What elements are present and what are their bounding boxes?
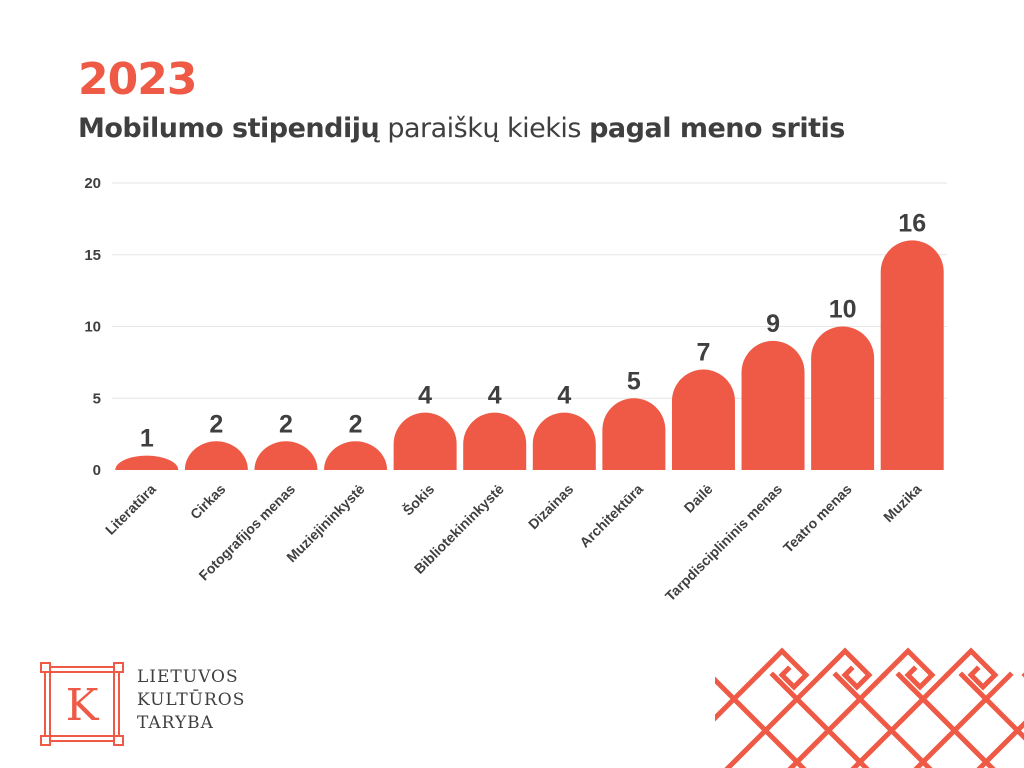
bar (254, 441, 318, 470)
logo-text: LIETUVOS KULTŪROS TARYBA (137, 666, 245, 735)
bar (880, 240, 944, 470)
x-tick-label: Tarpdisciplininis menas (662, 481, 786, 605)
y-tick-label: 20 (84, 175, 101, 192)
grid-lines (112, 182, 947, 399)
y-axis-ticks: 0 5 10 15 20 (84, 175, 101, 479)
bar (184, 441, 248, 470)
data-label: 5 (627, 367, 641, 395)
bar (811, 326, 875, 470)
ornament-line (724, 671, 825, 768)
bar (671, 369, 735, 470)
council-logo-icon: K (40, 662, 124, 746)
data-label: 2 (349, 410, 363, 438)
ornament-line (787, 671, 888, 768)
bars (115, 240, 944, 470)
bar (324, 441, 388, 470)
ornament-hook (943, 647, 999, 691)
data-label: 7 (697, 339, 711, 367)
logo-line-1: LIETUVOS (137, 667, 239, 687)
chart-title: Mobilumo stipendijų paraiškų kiekis paga… (78, 113, 845, 144)
x-tick-label: Architektūra (576, 481, 646, 551)
bar-chart: 0 5 10 15 20 1 2 2 2 4 4 4 5 7 9 10 16 Literatūra Cirkas… (84, 175, 947, 604)
data-label: 10 (829, 296, 857, 324)
logo-line-2: KULTŪROS (137, 690, 246, 710)
logo-letter: K (66, 680, 100, 731)
y-tick-label: 5 (93, 390, 101, 407)
data-label: 9 (766, 310, 780, 338)
title-bold-part2: pagal meno sritis (589, 113, 845, 144)
y-tick-label: 15 (84, 247, 101, 264)
ornament-line (913, 671, 1014, 768)
bar (602, 398, 666, 470)
data-label: 4 (557, 382, 571, 410)
x-tick-label: Šokis (399, 480, 438, 519)
x-tick-label: Cirkas (187, 481, 229, 523)
y-tick-label: 10 (84, 319, 101, 336)
x-tick-label: Dizainas (525, 481, 577, 533)
data-label: 16 (898, 209, 926, 237)
ornament-line (715, 671, 762, 722)
bar (393, 412, 457, 470)
bar (741, 340, 805, 470)
x-tick-label: Teatro menas (780, 481, 855, 556)
title-bold-part1: Mobilumo stipendijų (78, 113, 380, 144)
data-label: 4 (488, 382, 502, 410)
data-label: 2 (279, 410, 293, 438)
bar (115, 455, 179, 470)
ornament-line (895, 671, 996, 768)
data-label: 1 (140, 425, 154, 453)
data-label: 4 (418, 382, 432, 410)
title-regular-part: paraiškų kiekis (387, 113, 581, 144)
data-label: 2 (209, 410, 223, 438)
x-tick-label: Literatūra (102, 481, 159, 538)
ornament-hook (880, 647, 936, 691)
bar (532, 412, 596, 470)
ornament-line (715, 676, 807, 768)
y-tick-label: 0 (93, 462, 101, 479)
ornament-hook (817, 647, 873, 691)
logo-line-3: TARYBA (137, 713, 214, 733)
x-tick-label: Muzika (880, 481, 924, 525)
ornament-line (976, 720, 1024, 768)
x-tick-label: Dailė (681, 481, 716, 516)
ornament-line (832, 671, 933, 768)
data-labels: 1 2 2 2 4 4 4 5 7 9 10 16 (140, 209, 926, 452)
ornament-line (769, 671, 870, 768)
year-heading: 2023 (78, 54, 197, 105)
bar (463, 412, 527, 470)
ornament-hook (754, 647, 810, 691)
lattice-ornament-icon (715, 647, 1024, 768)
ornament-line (850, 671, 951, 768)
